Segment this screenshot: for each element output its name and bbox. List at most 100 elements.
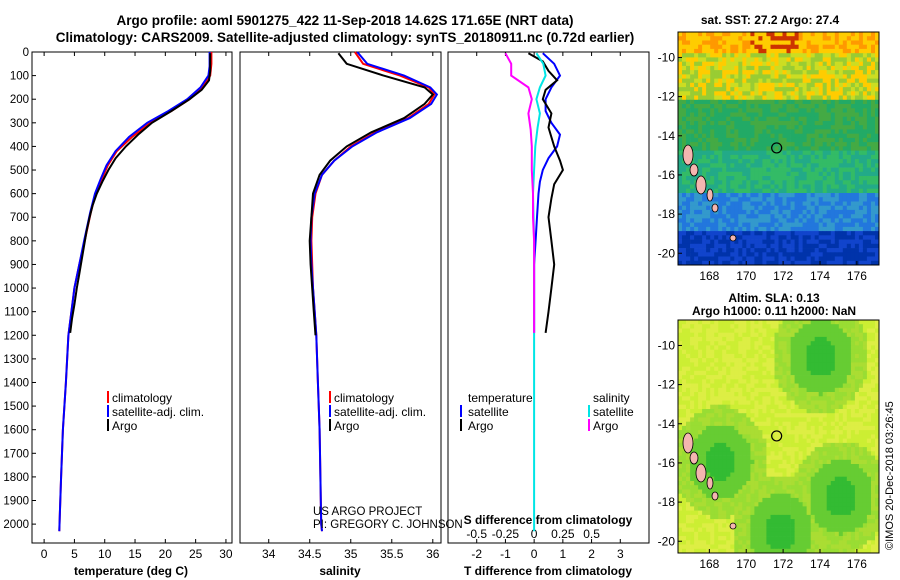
- map-cell: [875, 362, 880, 368]
- map-cell: [734, 248, 739, 253]
- map-cell: [871, 146, 876, 152]
- map-cell: [730, 214, 735, 219]
- map-cell: [822, 159, 828, 164]
- map-cell: [738, 366, 743, 372]
- map-cell: [706, 366, 711, 372]
- map-cell: [875, 163, 880, 168]
- map-cell: [762, 193, 767, 198]
- map-cell: [866, 417, 872, 423]
- map-cell: [698, 409, 703, 414]
- map-cell: [858, 184, 864, 190]
- map-cell: [850, 78, 856, 84]
- map-cell: [738, 167, 743, 173]
- map-cell: [834, 387, 840, 393]
- map-cell: [850, 133, 856, 139]
- map-cell: [774, 358, 779, 363]
- map-cell: [875, 87, 880, 92]
- map-cell: [758, 379, 763, 384]
- map-cell: [774, 180, 779, 185]
- map-cell: [678, 159, 683, 164]
- map-cell: [866, 358, 872, 363]
- map-cell: [786, 226, 791, 232]
- map-cell: [754, 442, 759, 448]
- map-cell: [778, 197, 783, 202]
- map-cell: [810, 48, 816, 54]
- map-cell: [842, 78, 848, 84]
- map-cell: [794, 176, 800, 181]
- map-cell: [826, 332, 832, 338]
- map-cell: [706, 104, 711, 109]
- map-cell: [858, 218, 864, 224]
- map-cell: [734, 464, 739, 469]
- map-cell: [790, 430, 796, 435]
- map-cell: [718, 218, 723, 224]
- map-cell: [734, 95, 739, 101]
- map-cell: [850, 455, 856, 461]
- map-cell: [782, 353, 787, 359]
- map-cell: [862, 442, 868, 448]
- map-cell: [794, 379, 800, 384]
- map-cell: [682, 112, 687, 118]
- map-cell: [686, 104, 691, 109]
- map-cell: [790, 48, 796, 54]
- map-cell: [726, 425, 731, 431]
- map-cell: [810, 447, 816, 452]
- map-cell: [822, 184, 828, 190]
- map-cell: [722, 341, 727, 346]
- map-cell: [730, 396, 735, 401]
- map-cell: [790, 137, 796, 143]
- map-cell: [770, 409, 775, 414]
- map-cell: [782, 341, 787, 346]
- map-cell: [758, 44, 763, 50]
- map-cell: [818, 231, 824, 236]
- map-cell: [866, 32, 872, 37]
- map-cell: [798, 472, 804, 478]
- map-cell: [754, 379, 759, 384]
- map-cell: [862, 481, 868, 486]
- map-cell: [810, 70, 816, 75]
- map-cell: [758, 40, 763, 46]
- map-cell: [802, 146, 808, 152]
- map-cell: [798, 345, 804, 351]
- map-cell: [678, 396, 683, 401]
- map-cell: [774, 459, 779, 465]
- map-cell: [726, 324, 731, 329]
- map-cell: [682, 320, 687, 325]
- map-cell: [846, 142, 852, 147]
- map-cell: [694, 324, 699, 329]
- map-cell: [846, 32, 852, 37]
- map-cell: [742, 176, 747, 181]
- map-cell: [706, 387, 711, 393]
- legend-satellite-swatch: [107, 405, 109, 417]
- map-cell: [854, 171, 860, 177]
- map-cell: [758, 332, 763, 338]
- map-cell: [718, 112, 723, 118]
- map-cell: [875, 239, 880, 245]
- map-cell: [750, 133, 755, 139]
- map-cell: [734, 133, 739, 139]
- map-cell: [866, 222, 872, 228]
- map-cell: [778, 78, 783, 84]
- map-cell: [822, 231, 828, 236]
- map-cell: [710, 451, 715, 456]
- map-cell: [678, 95, 683, 101]
- map-cell: [738, 197, 743, 202]
- map-cell: [850, 362, 856, 368]
- map-cell: [746, 392, 751, 397]
- map-cell: [875, 65, 880, 71]
- map-cell: [802, 447, 808, 452]
- map-cell: [730, 370, 735, 376]
- map-cell: [814, 434, 820, 440]
- map-cell: [746, 231, 751, 236]
- map-cell: [794, 137, 800, 143]
- map-cell: [702, 379, 707, 384]
- map-cell: [722, 260, 727, 266]
- map-cell: [690, 345, 695, 351]
- map-cell: [726, 53, 731, 58]
- map-cell: [762, 95, 767, 101]
- map-cell: [722, 425, 727, 431]
- map-cell: [710, 413, 715, 418]
- map-cell: [875, 332, 880, 338]
- map-cell: [706, 137, 711, 143]
- map-cell: [826, 163, 832, 168]
